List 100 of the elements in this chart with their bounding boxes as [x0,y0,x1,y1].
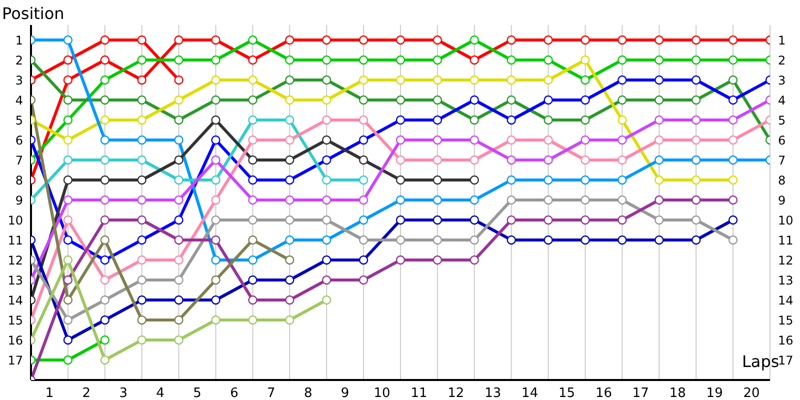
point [174,115,184,125]
point [728,175,738,185]
point [211,255,220,265]
point [358,115,368,125]
point [728,115,738,125]
point [432,135,442,145]
point [692,155,701,165]
point [544,155,553,165]
point [618,175,627,185]
point [248,215,258,225]
point [506,35,516,45]
point [322,235,332,245]
point [100,75,110,85]
point [100,95,110,105]
y2-tick-label: 6 [778,133,786,148]
point [211,195,220,205]
x-tick-label: 2 [82,386,91,400]
point [285,55,294,65]
point [618,35,627,45]
point [728,235,738,245]
point [580,195,590,205]
y-axis-title: Position [2,4,64,23]
point [396,75,406,85]
point [358,195,368,205]
point [580,35,590,45]
point [358,275,368,285]
point [728,55,738,65]
y2-tick-label: 13 [778,273,794,288]
point [211,95,220,105]
point [322,195,332,205]
point [100,175,110,185]
point [322,135,332,145]
point [470,135,479,145]
y-tick-label: 7 [15,153,23,168]
point [618,55,627,65]
point [322,295,332,305]
point [544,195,553,205]
point [63,275,73,285]
point [692,75,701,85]
point [211,175,220,185]
point [544,55,553,65]
point [396,155,406,165]
point [211,275,220,285]
point [544,115,553,125]
point [174,35,184,45]
point [100,235,110,245]
point [174,335,184,345]
point [506,155,516,165]
point [100,195,110,205]
point [285,215,294,225]
point [580,215,590,225]
point [432,175,442,185]
point [285,195,294,205]
point [396,115,406,125]
y-tick-label: 4 [15,93,23,108]
point [618,115,627,125]
point [322,35,332,45]
point [728,155,738,165]
point [137,195,146,205]
point [174,275,184,285]
x-tick-label: 4 [156,386,164,400]
point [358,55,368,65]
point [692,175,701,185]
x-tick-label: 6 [230,386,238,400]
point [63,295,73,305]
y2-tick-label: 11 [778,233,794,248]
point [358,135,368,145]
point [396,175,406,185]
point [432,35,442,45]
x-tick-label: 7 [267,386,276,400]
y2-tick-label: 5 [778,113,786,128]
point [137,155,146,165]
point [470,95,479,105]
y-tick-label: 15 [8,313,23,328]
x-axis-title: Laps [742,352,780,371]
point [211,235,220,245]
point [692,35,701,45]
point [692,115,701,125]
point [506,95,516,105]
point [396,255,406,265]
point [174,155,184,165]
point [506,75,516,85]
point [544,175,553,185]
point [248,255,258,265]
point [692,235,701,245]
point [248,115,258,125]
x-tick-label: 17 [632,386,649,400]
point [358,235,368,245]
point [544,75,553,85]
point [692,215,701,225]
point [63,315,73,325]
point [248,235,258,245]
x-tick-label: 10 [374,386,390,400]
point [728,195,738,205]
y-tick-label: 13 [8,273,23,288]
x-tick-label: 19 [706,386,723,400]
x-tick-label: 5 [193,386,202,400]
point [174,235,184,245]
point [63,335,73,345]
point [322,115,332,125]
